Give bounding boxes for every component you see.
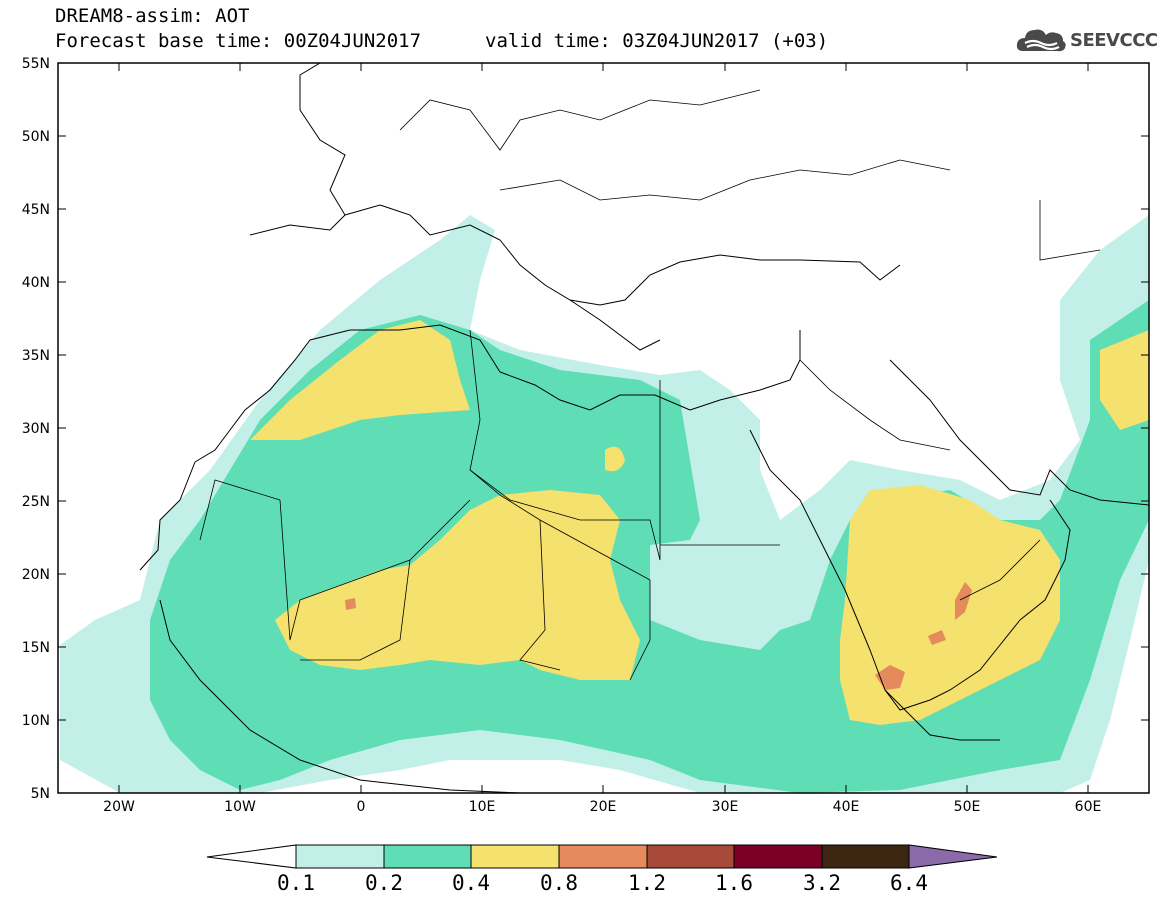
lat-label: 25N	[22, 494, 50, 510]
logo-text: SEEVCCC	[1070, 29, 1158, 51]
aot-contour-0.4-a	[250, 320, 470, 440]
lat-label: 20N	[22, 567, 50, 583]
lat-label: 5N	[31, 786, 50, 802]
aot-contour-0.4-d	[1100, 330, 1149, 430]
aot-contour-0.8-a	[955, 582, 972, 620]
colorbar-max-arrow	[908, 844, 998, 869]
lon-label: 10E	[469, 799, 496, 815]
lat-label: 30N	[22, 421, 50, 437]
colorbar-label: 0.1	[277, 871, 315, 895]
colorbar-label: 6.4	[890, 871, 928, 895]
lat-ticks	[58, 62, 1149, 721]
lon-ticks	[118, 63, 1089, 793]
coastlines	[139, 63, 1149, 793]
aot-contour-0.8-d	[345, 598, 356, 610]
lat-label: 40N	[22, 275, 50, 291]
aot-contour-0.8-c	[928, 630, 946, 645]
lon-label: 40E	[833, 799, 860, 815]
dust-contours	[60, 215, 1149, 793]
lon-label: 30E	[712, 799, 739, 815]
valid-time: valid time: 03Z04JUN2017 (+03)	[485, 30, 829, 52]
colorbar-label: 3.2	[803, 871, 841, 895]
lat-label: 50N	[22, 129, 50, 145]
colorbar-min-arrow	[206, 844, 297, 869]
lon-label: 10W	[224, 799, 256, 815]
lon-label: 0	[357, 799, 366, 815]
cloud-logo-icon	[1016, 29, 1066, 52]
colorbar	[206, 844, 998, 869]
colorbar-label: 1.6	[715, 871, 753, 895]
lat-label: 35N	[22, 348, 50, 364]
aot-contour-0.4-b	[275, 490, 640, 680]
seevccc-logo: SEEVCCC	[1015, 24, 1158, 56]
colorbar-swatch	[470, 844, 560, 869]
colorbar-swatch	[383, 844, 472, 869]
lon-label: 20E	[590, 799, 617, 815]
map-title: DREAM8-assim: AOT	[55, 5, 250, 27]
colorbar-swatch	[821, 844, 910, 869]
lon-label: 60E	[1075, 799, 1102, 815]
colorbar-label: 0.4	[452, 871, 490, 895]
lon-labels: 20W 10W 0 10E 20E 30E 40E 50E 60E	[103, 799, 1101, 815]
aot-contour-0.4-c	[840, 485, 1060, 725]
lat-label: 55N	[22, 56, 50, 72]
forecast-base-time: Forecast base time: 00Z04JUN2017	[55, 30, 422, 52]
lon-label: 20W	[103, 799, 135, 815]
colorbar-swatch	[295, 844, 385, 869]
colorbar-swatch	[558, 844, 648, 869]
colorbar-swatch	[646, 844, 735, 869]
lat-label: 15N	[22, 640, 50, 656]
borders	[199, 89, 1101, 681]
colorbar-swatch	[733, 844, 823, 869]
colorbar-label: 0.2	[365, 871, 403, 895]
aot-contour-0.4-e	[605, 446, 625, 472]
colorbar-label: 1.2	[628, 871, 666, 895]
colorbar-label: 0.8	[540, 871, 578, 895]
lat-label: 10N	[22, 713, 50, 729]
lat-labels: 55N 50N 45N 40N 35N 30N 25N 20N 15N 10N …	[22, 56, 50, 802]
lat-label: 45N	[22, 202, 50, 218]
lon-label: 50E	[954, 799, 981, 815]
